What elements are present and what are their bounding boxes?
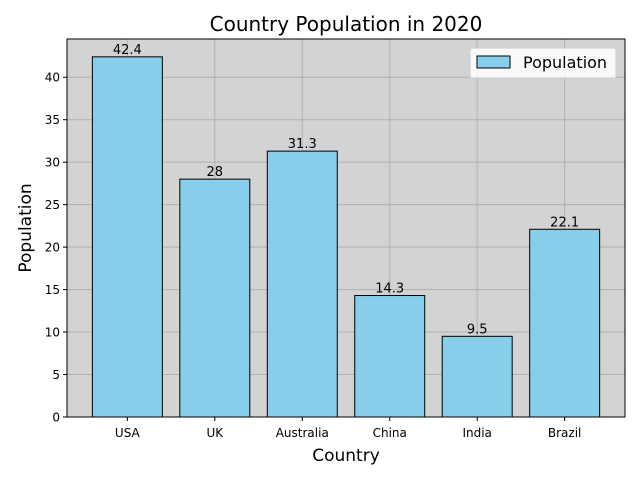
x-axis-label: Country — [312, 446, 380, 466]
chart-title: Country Population in 2020 — [210, 12, 483, 36]
bar — [91, 56, 163, 418]
y-axis-ticks: 0 5 10 15 20 25 30 35 40 — [45, 71, 67, 425]
bar — [529, 228, 601, 418]
y-tick-label: 5 — [52, 368, 60, 382]
y-tick-label: 35 — [45, 113, 60, 127]
bar-value-label: 22.1 — [550, 215, 579, 230]
bar — [354, 295, 426, 418]
x-tick-label: UK — [206, 426, 224, 440]
x-tick-label: USA — [115, 426, 141, 440]
y-tick-label: 15 — [45, 283, 60, 297]
bar — [441, 335, 513, 418]
bar-value-labels: 42.4 28 31.3 14.3 9.5 22.1 — [113, 43, 579, 337]
y-tick-label: 30 — [45, 156, 60, 170]
x-tick-label: China — [373, 426, 407, 440]
legend: Population — [469, 47, 617, 79]
y-tick-label: 10 — [45, 326, 60, 340]
y-tick-label: 25 — [45, 198, 60, 212]
bars — [91, 56, 601, 418]
y-tick-label: 0 — [52, 411, 60, 425]
plot-frame — [66, 38, 626, 418]
x-tick-label: Australia — [276, 426, 329, 440]
x-tick-label: Brazil — [548, 426, 582, 440]
bar-value-label: 9.5 — [467, 322, 488, 337]
y-axis-label: Population — [16, 183, 36, 272]
y-tick-label: 40 — [45, 71, 60, 85]
bar — [179, 178, 251, 418]
x-axis-ticks: USA UK Australia China India Brazil — [115, 417, 581, 440]
legend-label: Population — [523, 53, 607, 72]
bar-value-label: 28 — [207, 165, 224, 180]
x-tick-label: India — [462, 426, 491, 440]
bar-value-label: 14.3 — [375, 282, 404, 297]
bar-value-label: 31.3 — [288, 137, 317, 152]
bar — [266, 150, 338, 418]
y-tick-label: 20 — [45, 241, 60, 255]
bar-value-label: 42.4 — [113, 43, 142, 58]
legend-swatch — [476, 55, 511, 69]
